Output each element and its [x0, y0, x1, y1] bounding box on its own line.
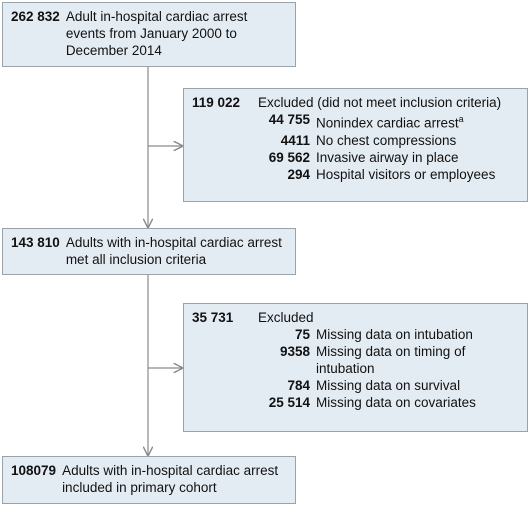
label: Missing data on covariates: [316, 395, 476, 410]
label: Invasive airway in place: [316, 149, 459, 165]
label-wrap: Missing data on covariates: [316, 394, 476, 411]
count: 9358: [279, 344, 310, 359]
exclusion-item: 25 514 Missing data on covariates: [192, 394, 519, 411]
label: Excluded: [258, 310, 314, 325]
footnote-mark: a: [458, 114, 464, 124]
exclusion-box: 119 022 Excluded (did not meet inclusion …: [183, 88, 528, 202]
exclusion-item: 294 Hospital visitors or employees: [192, 166, 519, 183]
exclusion-header: 119 022 Excluded (did not meet inclusion …: [192, 94, 519, 111]
exclusion-item: 4411 No chest compressions: [192, 132, 519, 149]
count: 119 022: [192, 95, 241, 110]
label: Adults with in-hospital cardiac arrest i…: [62, 463, 279, 495]
count: 262 832: [11, 9, 60, 24]
exclusion-item: 44 755 Nonindex cardiac arresta: [192, 111, 519, 132]
label-wrap: Hospital visitors or employees: [316, 166, 495, 183]
count: 143 810: [11, 235, 60, 250]
exclusion-item: 784 Missing data on survival: [192, 377, 519, 394]
label-wrap: Missing data on intubation: [316, 326, 473, 343]
label-wrap: Missing data on timing of intubation: [316, 343, 519, 377]
label: Hospital visitors or employees: [316, 166, 496, 182]
label-wrap: Nonindex cardiac arresta: [316, 111, 464, 132]
count: 25 514: [268, 395, 310, 410]
label: No chest compressions: [316, 132, 457, 148]
exclusion-box: 35 731 Excluded 75 Missing data on intubati…: [183, 303, 528, 432]
flow-box: 262 832 Adult in-hospital cardiac arrest …: [2, 2, 296, 67]
label-wrap: No chest compressions: [316, 132, 456, 149]
exclusion-item: 69 562 Invasive airway in place: [192, 149, 519, 166]
flow-box: 143 810 Adults with in-hospital cardiac a…: [2, 228, 296, 275]
exclusion-item: 75 Missing data on intubation: [192, 326, 519, 343]
label-wrap: Invasive airway in place: [316, 149, 459, 166]
label: Adult in-hospital cardiac arrest events …: [65, 9, 248, 58]
label: Missing data on intubation: [316, 327, 473, 342]
label: Missing data on survival: [316, 378, 461, 393]
label: Missing data on timing of intubation: [316, 344, 466, 376]
label-wrap: Missing data on survival: [316, 377, 460, 394]
flow-box: 108079 Adults with in-hospital cardiac ar…: [2, 456, 296, 504]
count: 4411: [280, 132, 310, 148]
exclusion-item: 9358 Missing data on timing of intubation: [192, 343, 519, 377]
label: Adults with in-hospital cardiac arrest m…: [65, 235, 282, 267]
count: 784: [287, 378, 310, 393]
exclusion-header: 35 731 Excluded: [192, 309, 519, 326]
count: 108079: [11, 463, 57, 478]
count: 35 731: [192, 310, 234, 325]
count: 44 755: [268, 112, 310, 127]
label: Nonindex cardiac arrest: [316, 115, 459, 131]
label: Excluded (did not meet inclusion criteri…: [258, 95, 502, 110]
count: 75: [294, 327, 310, 342]
count: 294: [287, 166, 310, 182]
count: 69 562: [268, 149, 310, 165]
